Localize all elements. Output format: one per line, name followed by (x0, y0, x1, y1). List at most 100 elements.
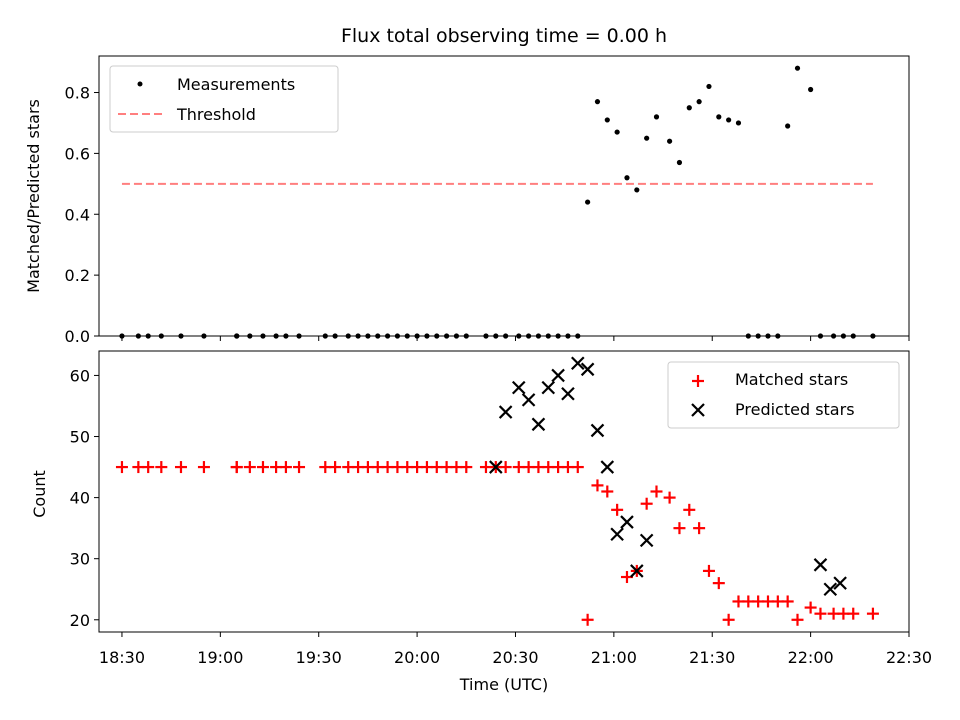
measurements-series (119, 65, 876, 339)
predicted-star-point (498, 405, 513, 419)
measurement-point (726, 117, 732, 123)
matched-star-point (673, 522, 686, 535)
matched-star-point (197, 461, 210, 474)
legend-marker-predicted (691, 403, 705, 417)
measurement-point (296, 333, 302, 339)
measurement-point (555, 333, 561, 339)
bottom-x-tick-label: 19:30 (296, 648, 342, 667)
measurement-point (653, 114, 660, 120)
matched-star-point (230, 461, 243, 474)
top-y-axis: 0.0 0.2 0.4 0.6 0.8 (65, 84, 99, 346)
legend-marker-measurements (137, 81, 143, 87)
top-y-tick-label: 0.2 (65, 266, 90, 285)
measurement-point (332, 333, 338, 339)
matched-star-point (243, 461, 256, 474)
measurement-point (322, 333, 328, 339)
predicted-star-point (531, 417, 546, 432)
predicted-star-point (511, 380, 526, 395)
predicted-star-point (590, 423, 605, 438)
bottom-x-tick-label: 18:30 (99, 648, 145, 667)
bottom-x-tick-label: 19:00 (197, 648, 243, 667)
bottom-y-axis-label: Count (30, 470, 49, 518)
measurement-point (575, 333, 581, 339)
measurement-point (676, 159, 683, 166)
matched-star-point (650, 485, 663, 498)
matched-star-point (804, 601, 817, 614)
matched-star-point (460, 461, 473, 474)
matched-star-point (866, 607, 879, 620)
measurement-point (444, 333, 450, 339)
top-panel: 0.00.20.40.60.8 Matched/Predicted stars … (24, 55, 910, 346)
matched-star-point (611, 503, 624, 516)
measurement-point (696, 99, 702, 105)
measurement-point (247, 333, 253, 339)
predicted-star-point (561, 386, 575, 401)
matched-star-point (174, 461, 187, 474)
measurement-point (158, 333, 164, 339)
measurement-point (794, 65, 801, 71)
matched-star-point (155, 461, 168, 474)
matched-star-point (814, 607, 827, 620)
bottom-y-tick-label: 60 (70, 366, 90, 385)
measurement-point (434, 333, 440, 339)
bottom-panel: 20 30 40 50 60 18:30 19:00 19:30 20:00 20:30 21:0… (30, 350, 932, 694)
predicted-star-point (813, 558, 828, 572)
measurement-point (483, 333, 489, 339)
measurement-point (503, 333, 509, 339)
measurement-point (345, 333, 351, 339)
measurement-point (234, 333, 240, 339)
measurement-point (516, 333, 522, 339)
measurement-point (745, 333, 751, 339)
matched-star-point (601, 485, 614, 498)
measurement-point (585, 199, 591, 205)
predicted-star-point (541, 380, 556, 395)
measurement-point (394, 333, 401, 339)
predicted-star-point (823, 582, 838, 597)
matched-star-point (781, 595, 794, 608)
matched-star-point (791, 613, 804, 626)
top-y-tick-label: 0.8 (65, 84, 90, 103)
predicted-star-point (521, 393, 536, 407)
measurement-point (817, 333, 824, 339)
bottom-x-axis: 18:30 19:00 19:30 20:00 20:30 21:00 21:30 22:00… (99, 632, 932, 667)
top-y-axis-label: Matched/Predicted stars (24, 99, 43, 293)
bottom-x-tick-label: 22:30 (886, 648, 932, 667)
bottom-x-tick-label: 20:00 (394, 648, 440, 667)
matched-star-point (499, 461, 512, 474)
matched-star-point (640, 497, 653, 510)
matched-star-point (256, 461, 269, 474)
measurement-point (375, 333, 381, 339)
predicted-star-point (571, 356, 585, 370)
matched-star-point (847, 607, 860, 620)
measurement-point (594, 99, 601, 105)
matched-star-point (115, 461, 128, 474)
measurement-point (870, 333, 876, 339)
top-legend: Measurements Threshold (109, 65, 339, 133)
measurement-point (755, 333, 761, 339)
bottom-legend: Matched stars Predicted stars (667, 361, 900, 429)
matched-star-point (591, 479, 604, 492)
measurement-point (644, 135, 650, 141)
top-legend-box (109, 65, 339, 133)
measurement-point (686, 105, 692, 111)
measurement-point (850, 333, 856, 339)
predicted-star-point (620, 515, 634, 529)
measurement-point (624, 175, 630, 181)
top-y-tick-label: 0.6 (65, 144, 90, 163)
bottom-x-tick-label: 21:00 (591, 648, 637, 667)
predicted-star-point (610, 527, 624, 542)
measurement-point (765, 333, 771, 339)
measurement-point (260, 333, 266, 339)
bottom-x-tick-label: 22:00 (788, 648, 834, 667)
bottom-y-tick-label: 40 (70, 489, 90, 508)
measurement-point (424, 333, 430, 339)
predicted-star-point (489, 460, 503, 474)
measurement-point (808, 86, 814, 93)
measurement-point (135, 333, 141, 339)
bottom-x-axis-label: Time (UTC) (459, 675, 548, 694)
measurement-point (667, 138, 673, 144)
bottom-y-tick-label: 50 (70, 428, 90, 447)
top-x-axis (121, 336, 910, 341)
predicted-star-point (580, 362, 595, 377)
